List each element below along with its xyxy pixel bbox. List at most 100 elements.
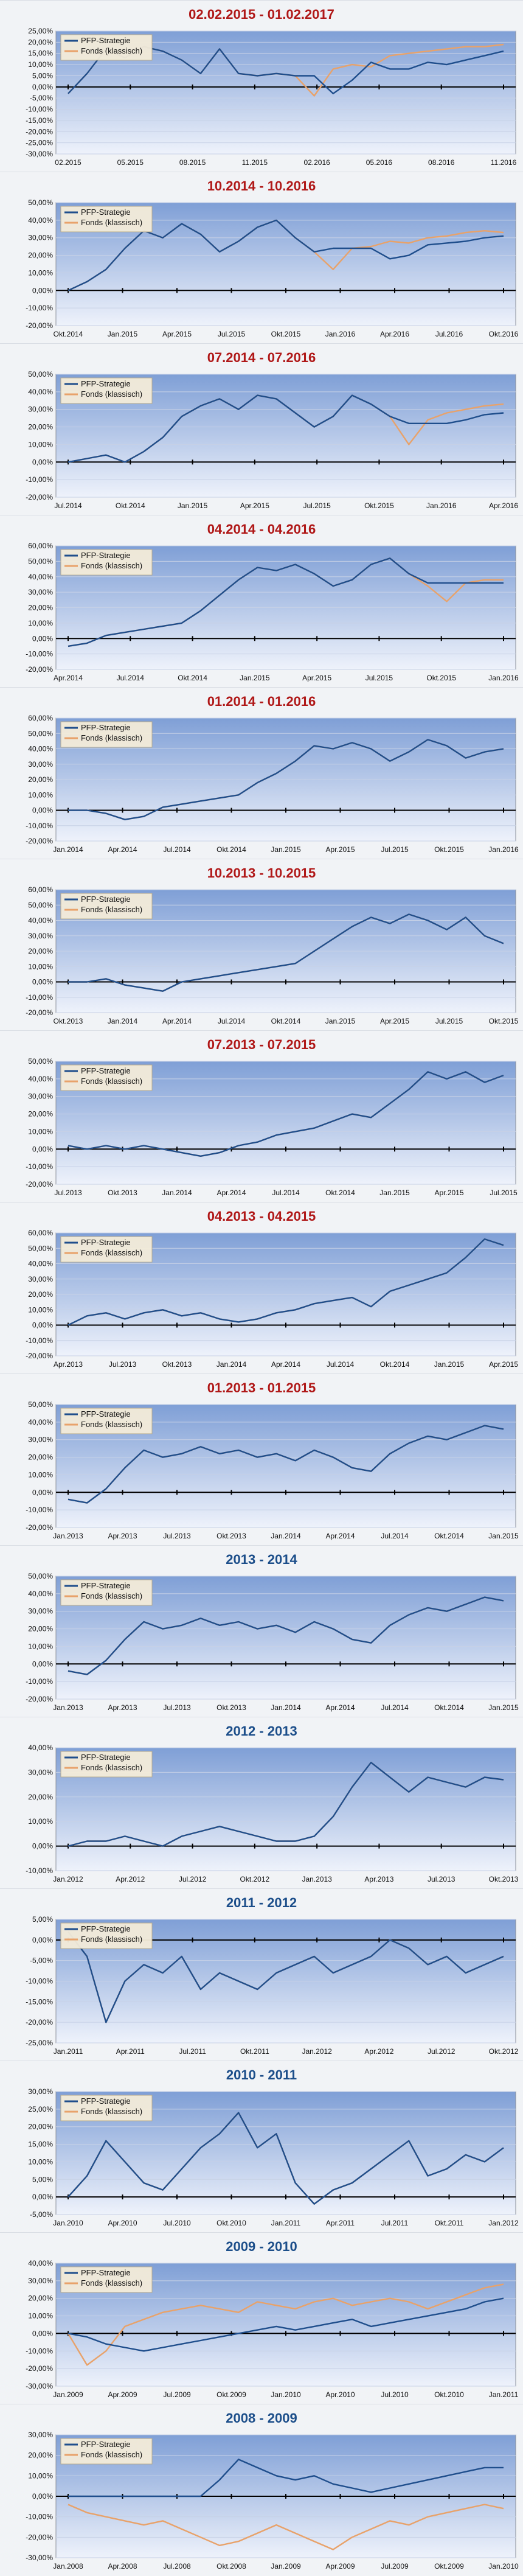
chart-title: 04.2013 - 04.2015 — [207, 1209, 316, 1224]
line-chart: 30,00% 20,00% 10,00% 0,00% -10,00% -20,00% -30… — [26, 2431, 519, 2571]
x-tick-label: 11.2015 — [242, 158, 268, 167]
chart-title: 2009 - 2010 — [226, 2239, 297, 2254]
x-tick-label: 08.2016 — [428, 158, 455, 167]
x-tick-label: Okt.2014 — [434, 1532, 464, 1540]
x-tick-label: Jan.2014 — [271, 1703, 301, 1712]
chart-panel: 2012 - 2013 40,00% 30,00% 20,00% 10,00% 0,00%… — [0, 1717, 523, 1889]
y-tick-label: 40,00% — [28, 573, 53, 581]
x-tick-label: 11.2016 — [491, 158, 517, 167]
legend-label-strategy: PFP-Strategie — [81, 2268, 131, 2277]
x-tick-label: Jan.2015 — [325, 1017, 356, 1025]
line-chart: 50,00% 40,00% 30,00% 20,00% 10,00% 0,00% -10,0… — [26, 1572, 519, 1712]
x-tick-label: Okt.2014 — [216, 845, 246, 854]
x-tick-label: Jul.2013 — [163, 1703, 191, 1712]
x-tick-label: 05.2016 — [366, 158, 393, 167]
legend-label-fund: Fonds (klassisch) — [81, 2450, 142, 2459]
x-tick-label: Jan.2015 — [108, 330, 138, 338]
chart-panel: 02.02.2015 - 01.02.2017 25,00% 20,00% 15,00… — [0, 0, 523, 172]
legend-label-strategy: PFP-Strategie — [81, 1581, 131, 1590]
x-tick-label: Apr.2010 — [108, 2219, 137, 2227]
y-tick-label: -20,00% — [26, 1008, 53, 1017]
y-tick-label: -30,00% — [26, 2553, 53, 2562]
chart-panel: 04.2014 - 04.2016 60,00% 50,00% 40,00% 30,00… — [0, 515, 523, 688]
legend-label-strategy: PFP-Strategie — [81, 208, 131, 217]
legend-label-fund: Fonds (klassisch) — [81, 1763, 142, 1772]
y-tick-label: -15,00% — [26, 1997, 53, 2006]
y-tick-label: -20,00% — [26, 127, 53, 136]
x-tick-label: Apr.2015 — [325, 845, 355, 854]
y-tick-label: -10,00% — [26, 1677, 53, 1686]
y-tick-label: 0,00% — [32, 2329, 53, 2337]
x-tick-label: Apr.2015 — [434, 1189, 463, 1197]
legend-label-fund: Fonds (klassisch) — [81, 561, 142, 570]
y-tick-label: 30,00% — [28, 2277, 53, 2285]
y-tick-label: 20,00% — [28, 604, 53, 612]
y-tick-label: 20,00% — [28, 1625, 53, 1633]
x-tick-label: Jan.2011 — [54, 2047, 83, 2056]
chart-panel: 10.2013 - 10.2015 60,00% 50,00% 40,00% 30,00… — [0, 859, 523, 1031]
x-tick-label: Jan.2013 — [302, 1875, 332, 1883]
x-tick-label: Jan.2010 — [488, 2562, 519, 2571]
x-tick-label: Apr.2013 — [108, 1532, 137, 1540]
x-tick-label: Okt.2009 — [216, 2390, 246, 2399]
y-tick-label: 0,00% — [32, 458, 53, 466]
y-tick-label: 10,00% — [28, 1127, 53, 1136]
x-tick-label: Okt.2015 — [426, 674, 456, 682]
series-line-strategy — [68, 913, 504, 992]
y-tick-label: 0,00% — [32, 806, 53, 815]
y-tick-label: -10,00% — [26, 993, 53, 1002]
line-chart: 50,00% 40,00% 30,00% 20,00% 10,00% 0,00% -10,0… — [26, 1401, 519, 1540]
x-tick-label: Okt.2013 — [216, 1532, 246, 1540]
x-tick-label: Apr.2014 — [108, 845, 137, 854]
legend-label-strategy: PFP-Strategie — [81, 895, 131, 904]
x-tick-label: Apr.2016 — [489, 501, 518, 510]
chart-panel: 07.2013 - 07.2015 50,00% 40,00% 30,00% 20,00… — [0, 1030, 523, 1202]
y-tick-label: 20,00% — [28, 2123, 53, 2131]
x-tick-label: Jan.2015 — [488, 1703, 519, 1712]
chart-panel: 2009 - 2010 40,00% 30,00% 20,00% 10,00% 0,00%… — [0, 2232, 523, 2404]
y-tick-label: 0,00% — [32, 978, 53, 986]
x-tick-label: Jan.2008 — [53, 2562, 83, 2571]
y-tick-label: -15,00% — [26, 116, 53, 125]
y-tick-label: 10,00% — [28, 268, 53, 277]
x-tick-label: Jan.2016 — [325, 330, 356, 338]
y-tick-label: -10,00% — [26, 822, 53, 830]
chart-panel: 2013 - 2014 50,00% 40,00% 30,00% 20,00% 10,00… — [0, 1545, 523, 1717]
x-tick-label: Okt.2008 — [216, 2562, 246, 2571]
y-tick-label: 30,00% — [28, 405, 53, 414]
x-tick-label: Jul.2015 — [303, 501, 331, 510]
x-tick-label: Jan.2015 — [271, 845, 301, 854]
x-tick-label: Jul.2014 — [163, 845, 191, 854]
y-tick-label: 0,00% — [32, 2193, 53, 2201]
x-tick-label: Jan.2014 — [108, 1017, 138, 1025]
y-tick-label: 5,00% — [32, 2175, 53, 2183]
line-chart: 60,00% 50,00% 40,00% 30,00% 20,00% 10,00% 0,00… — [26, 714, 519, 854]
legend-label-strategy: PFP-Strategie — [81, 1066, 131, 1075]
x-tick-label: Jul.2013 — [54, 1189, 82, 1197]
chart-title: 10.2013 - 10.2015 — [207, 865, 316, 881]
x-tick-label: Jan.2014 — [53, 845, 83, 854]
y-tick-label: -10,00% — [26, 650, 53, 658]
x-tick-label: Jan.2011 — [271, 2219, 301, 2227]
x-tick-label: Okt.2014 — [380, 1360, 410, 1369]
x-tick-label: Okt.2014 — [325, 1189, 355, 1197]
series-line-strategy — [68, 2112, 504, 2205]
x-tick-label: Jan.2015 — [240, 674, 270, 682]
x-tick-label: Jan.2013 — [53, 1703, 83, 1712]
y-tick-label: 30,00% — [28, 234, 53, 242]
y-tick-label: -20,00% — [26, 493, 53, 501]
chart-title: 01.2013 - 01.2015 — [207, 1380, 316, 1395]
x-tick-label: Apr.2009 — [325, 2562, 355, 2571]
series-line-strategy — [68, 394, 504, 463]
chart-title: 2013 - 2014 — [226, 1552, 297, 1567]
y-tick-label: -20,00% — [26, 2018, 53, 2026]
legend-label-strategy: PFP-Strategie — [81, 1924, 131, 1933]
y-tick-label: 10,00% — [28, 2157, 53, 2166]
x-tick-label: Apr.2014 — [271, 1360, 300, 1369]
x-tick-label: Jan.2010 — [53, 2219, 83, 2227]
y-tick-label: 10,00% — [28, 2312, 53, 2320]
chart-title: 2011 - 2012 — [226, 1895, 297, 1910]
legend-label-strategy: PFP-Strategie — [81, 1409, 131, 1419]
legend — [60, 377, 153, 404]
chart-panel: 01.2014 - 01.2016 60,00% 50,00% 40,00% 30,00… — [0, 687, 523, 859]
